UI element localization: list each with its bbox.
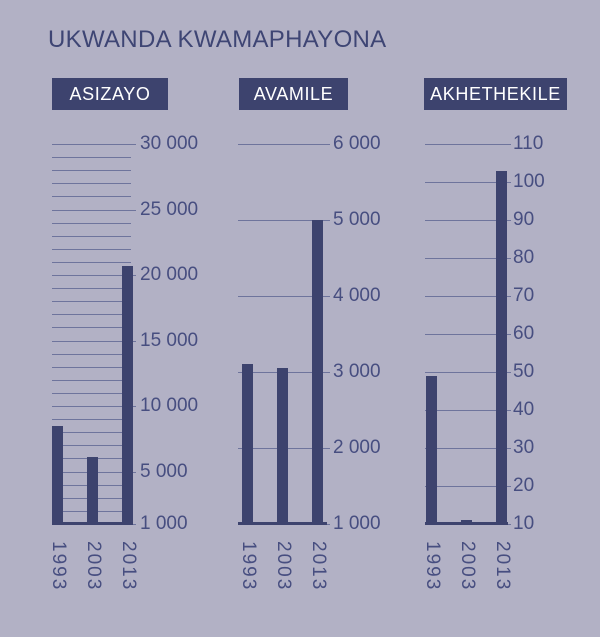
gridline bbox=[52, 157, 131, 158]
tick-label: 20 000 bbox=[140, 264, 199, 285]
gridline bbox=[425, 334, 511, 335]
chart-header-avamile: AVAMILE bbox=[239, 78, 348, 110]
bar bbox=[426, 376, 437, 525]
chart-header-akhethekile: AKHETHEKILE bbox=[424, 78, 567, 110]
tick-label: 1 000 bbox=[140, 513, 188, 534]
tick-label: 40 bbox=[513, 399, 535, 420]
gridline bbox=[425, 296, 511, 297]
gridline bbox=[238, 220, 330, 221]
gridline bbox=[52, 275, 136, 276]
tick-label: 5 000 bbox=[333, 209, 381, 230]
gridline bbox=[238, 296, 330, 297]
category-label: 1993 bbox=[48, 541, 69, 592]
tick-label: 70 bbox=[513, 285, 535, 306]
category-label: 2013 bbox=[492, 541, 513, 592]
tick-label: 3 000 bbox=[333, 361, 381, 382]
bar bbox=[461, 520, 472, 525]
gridline bbox=[52, 210, 136, 211]
gridline bbox=[52, 170, 131, 171]
gridline bbox=[52, 144, 136, 145]
gridline bbox=[52, 196, 131, 197]
gridline bbox=[425, 486, 511, 487]
bar bbox=[496, 171, 507, 525]
tick-label: 1 000 bbox=[333, 513, 381, 534]
gridline bbox=[52, 341, 136, 342]
gridline bbox=[52, 327, 131, 328]
bar bbox=[87, 457, 98, 525]
tick-label: 10 bbox=[513, 513, 535, 534]
bar bbox=[52, 426, 63, 525]
tick-label: 25 000 bbox=[140, 199, 199, 220]
tick-label: 2 000 bbox=[333, 437, 381, 458]
gridline bbox=[52, 236, 131, 237]
gridline bbox=[238, 144, 330, 145]
category-label: 2003 bbox=[273, 541, 294, 592]
tick-label: 90 bbox=[513, 209, 535, 230]
gridline bbox=[425, 372, 511, 373]
tick-label: 15 000 bbox=[140, 330, 199, 351]
tick-label: 110 bbox=[513, 133, 544, 154]
chart-header-asizayo: ASIZAYO bbox=[52, 78, 168, 110]
bar bbox=[312, 220, 323, 525]
gridline bbox=[52, 419, 131, 420]
gridline bbox=[52, 223, 131, 224]
gridline bbox=[52, 288, 131, 289]
gridline bbox=[425, 258, 511, 259]
tick-label: 6 000 bbox=[333, 133, 381, 154]
category-label: 2003 bbox=[83, 541, 104, 592]
gridline bbox=[52, 301, 131, 302]
bar bbox=[277, 368, 288, 525]
tick-label: 100 bbox=[513, 171, 545, 192]
tick-label: 80 bbox=[513, 247, 535, 268]
tick-label: 5 000 bbox=[140, 461, 188, 482]
tick-label: 30 000 bbox=[140, 133, 199, 154]
tick-label: 50 bbox=[513, 361, 535, 382]
gridline bbox=[425, 220, 511, 221]
gridline bbox=[425, 182, 511, 183]
category-label: 2013 bbox=[118, 541, 139, 592]
gridline bbox=[52, 262, 131, 263]
tick-label: 30 bbox=[513, 437, 535, 458]
category-label: 2013 bbox=[308, 541, 329, 592]
tick-label: 60 bbox=[513, 323, 535, 344]
tick-label: 20 bbox=[513, 475, 535, 496]
gridline bbox=[52, 380, 131, 381]
page-title: UKWANDA KWAMAPHAYONA bbox=[48, 26, 387, 53]
gridline bbox=[52, 183, 131, 184]
bar bbox=[122, 266, 133, 525]
gridline bbox=[52, 432, 131, 433]
tick-label: 4 000 bbox=[333, 285, 381, 306]
gridline bbox=[425, 448, 511, 449]
gridline bbox=[425, 144, 511, 145]
gridline bbox=[52, 367, 131, 368]
bar bbox=[242, 364, 253, 525]
tick-label: 10 000 bbox=[140, 395, 199, 416]
gridline bbox=[425, 410, 511, 411]
gridline bbox=[52, 393, 131, 394]
gridline bbox=[52, 445, 131, 446]
gridline bbox=[52, 406, 136, 407]
gridline bbox=[52, 354, 131, 355]
category-label: 1993 bbox=[238, 541, 259, 592]
gridline bbox=[52, 249, 131, 250]
category-label: 2003 bbox=[457, 541, 478, 592]
gridline bbox=[52, 314, 131, 315]
category-label: 1993 bbox=[422, 541, 443, 592]
